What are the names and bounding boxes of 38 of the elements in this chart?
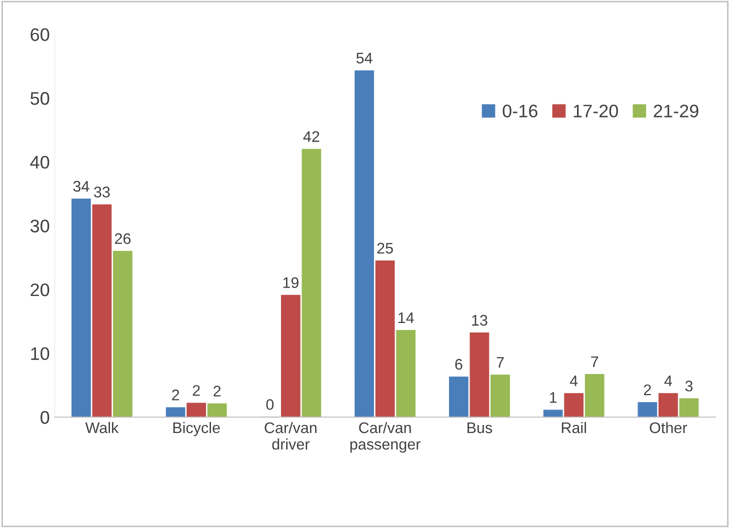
- y-tick-label: 50: [30, 92, 50, 105]
- y-tick-label: 20: [30, 283, 50, 296]
- data-label: 2: [644, 384, 651, 396]
- data-label: 19: [283, 277, 298, 288]
- y-tick-label: 40: [30, 156, 50, 169]
- x-tick-label: Bicycle: [173, 422, 220, 436]
- data-label: 25: [377, 242, 393, 254]
- data-label: 2: [192, 385, 200, 396]
- x-tick-label: Bus: [468, 422, 492, 434]
- x-tick-label: Car/van passenger: [350, 422, 420, 453]
- data-label: 7: [496, 357, 504, 368]
- data-label: 14: [398, 312, 414, 324]
- x-tick-label: Other: [650, 422, 688, 434]
- y-tick-label: 10: [31, 347, 50, 360]
- data-label: 42: [303, 131, 320, 142]
- data-label: 1: [550, 392, 557, 403]
- data-label: 33: [94, 186, 110, 198]
- data-label: 26: [114, 233, 131, 244]
- y-tick-label: 0: [40, 411, 50, 424]
- data-label: 6: [455, 358, 462, 370]
- data-label: 4: [664, 376, 672, 386]
- data-label: 4: [570, 376, 578, 386]
- legend-label: 21-29: [654, 104, 698, 118]
- legend-label: 0-16: [502, 104, 538, 118]
- x-tick-label: Walk: [85, 422, 119, 434]
- x-tick-label: Car/van driver: [264, 422, 316, 450]
- y-tick-label: 60: [30, 28, 50, 42]
- data-label: 13: [472, 314, 488, 326]
- data-label: 2: [214, 386, 221, 396]
- data-label: 2: [172, 390, 180, 400]
- data-label: 0: [266, 399, 274, 410]
- y-tick-label: 30: [30, 220, 50, 232]
- data-label: 7: [591, 356, 598, 368]
- legend-label: 17-20: [574, 104, 618, 118]
- data-label: 34: [73, 180, 90, 192]
- x-tick-label: Rail: [562, 422, 586, 434]
- data-label: 3: [685, 380, 693, 392]
- data-label: 54: [356, 52, 372, 64]
